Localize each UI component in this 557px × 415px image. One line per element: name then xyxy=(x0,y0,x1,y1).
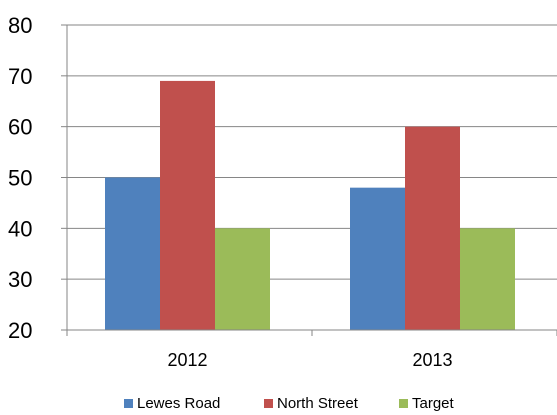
bar xyxy=(215,228,270,330)
legend-swatch xyxy=(399,399,408,408)
bar xyxy=(405,126,460,331)
y-tick-label: 80 xyxy=(8,13,32,38)
legend-swatch xyxy=(124,399,133,408)
bar xyxy=(350,187,405,330)
legend: Lewes Road North Street Target xyxy=(124,395,455,412)
y-tick-label: 20 xyxy=(8,318,32,343)
legend-label: North Street xyxy=(277,395,359,412)
legend-swatch xyxy=(264,399,273,408)
bar xyxy=(105,177,160,330)
bar xyxy=(460,228,515,330)
bar xyxy=(160,80,215,331)
x-axis: 2012 2013 xyxy=(66,329,557,370)
y-tick-label: 60 xyxy=(8,115,32,140)
legend-label: Lewes Road xyxy=(137,395,220,412)
bars xyxy=(105,80,515,331)
x-tick-label: 2012 xyxy=(167,350,207,370)
x-tick-label: 2013 xyxy=(412,350,452,370)
y-tick-label: 70 xyxy=(8,64,32,89)
y-axis: 20 30 40 50 60 70 80 xyxy=(8,13,68,343)
legend-label: Target xyxy=(412,395,455,412)
y-tick-label: 40 xyxy=(8,216,32,241)
y-tick-label: 50 xyxy=(8,166,32,191)
y-tick-label: 30 xyxy=(8,267,32,292)
